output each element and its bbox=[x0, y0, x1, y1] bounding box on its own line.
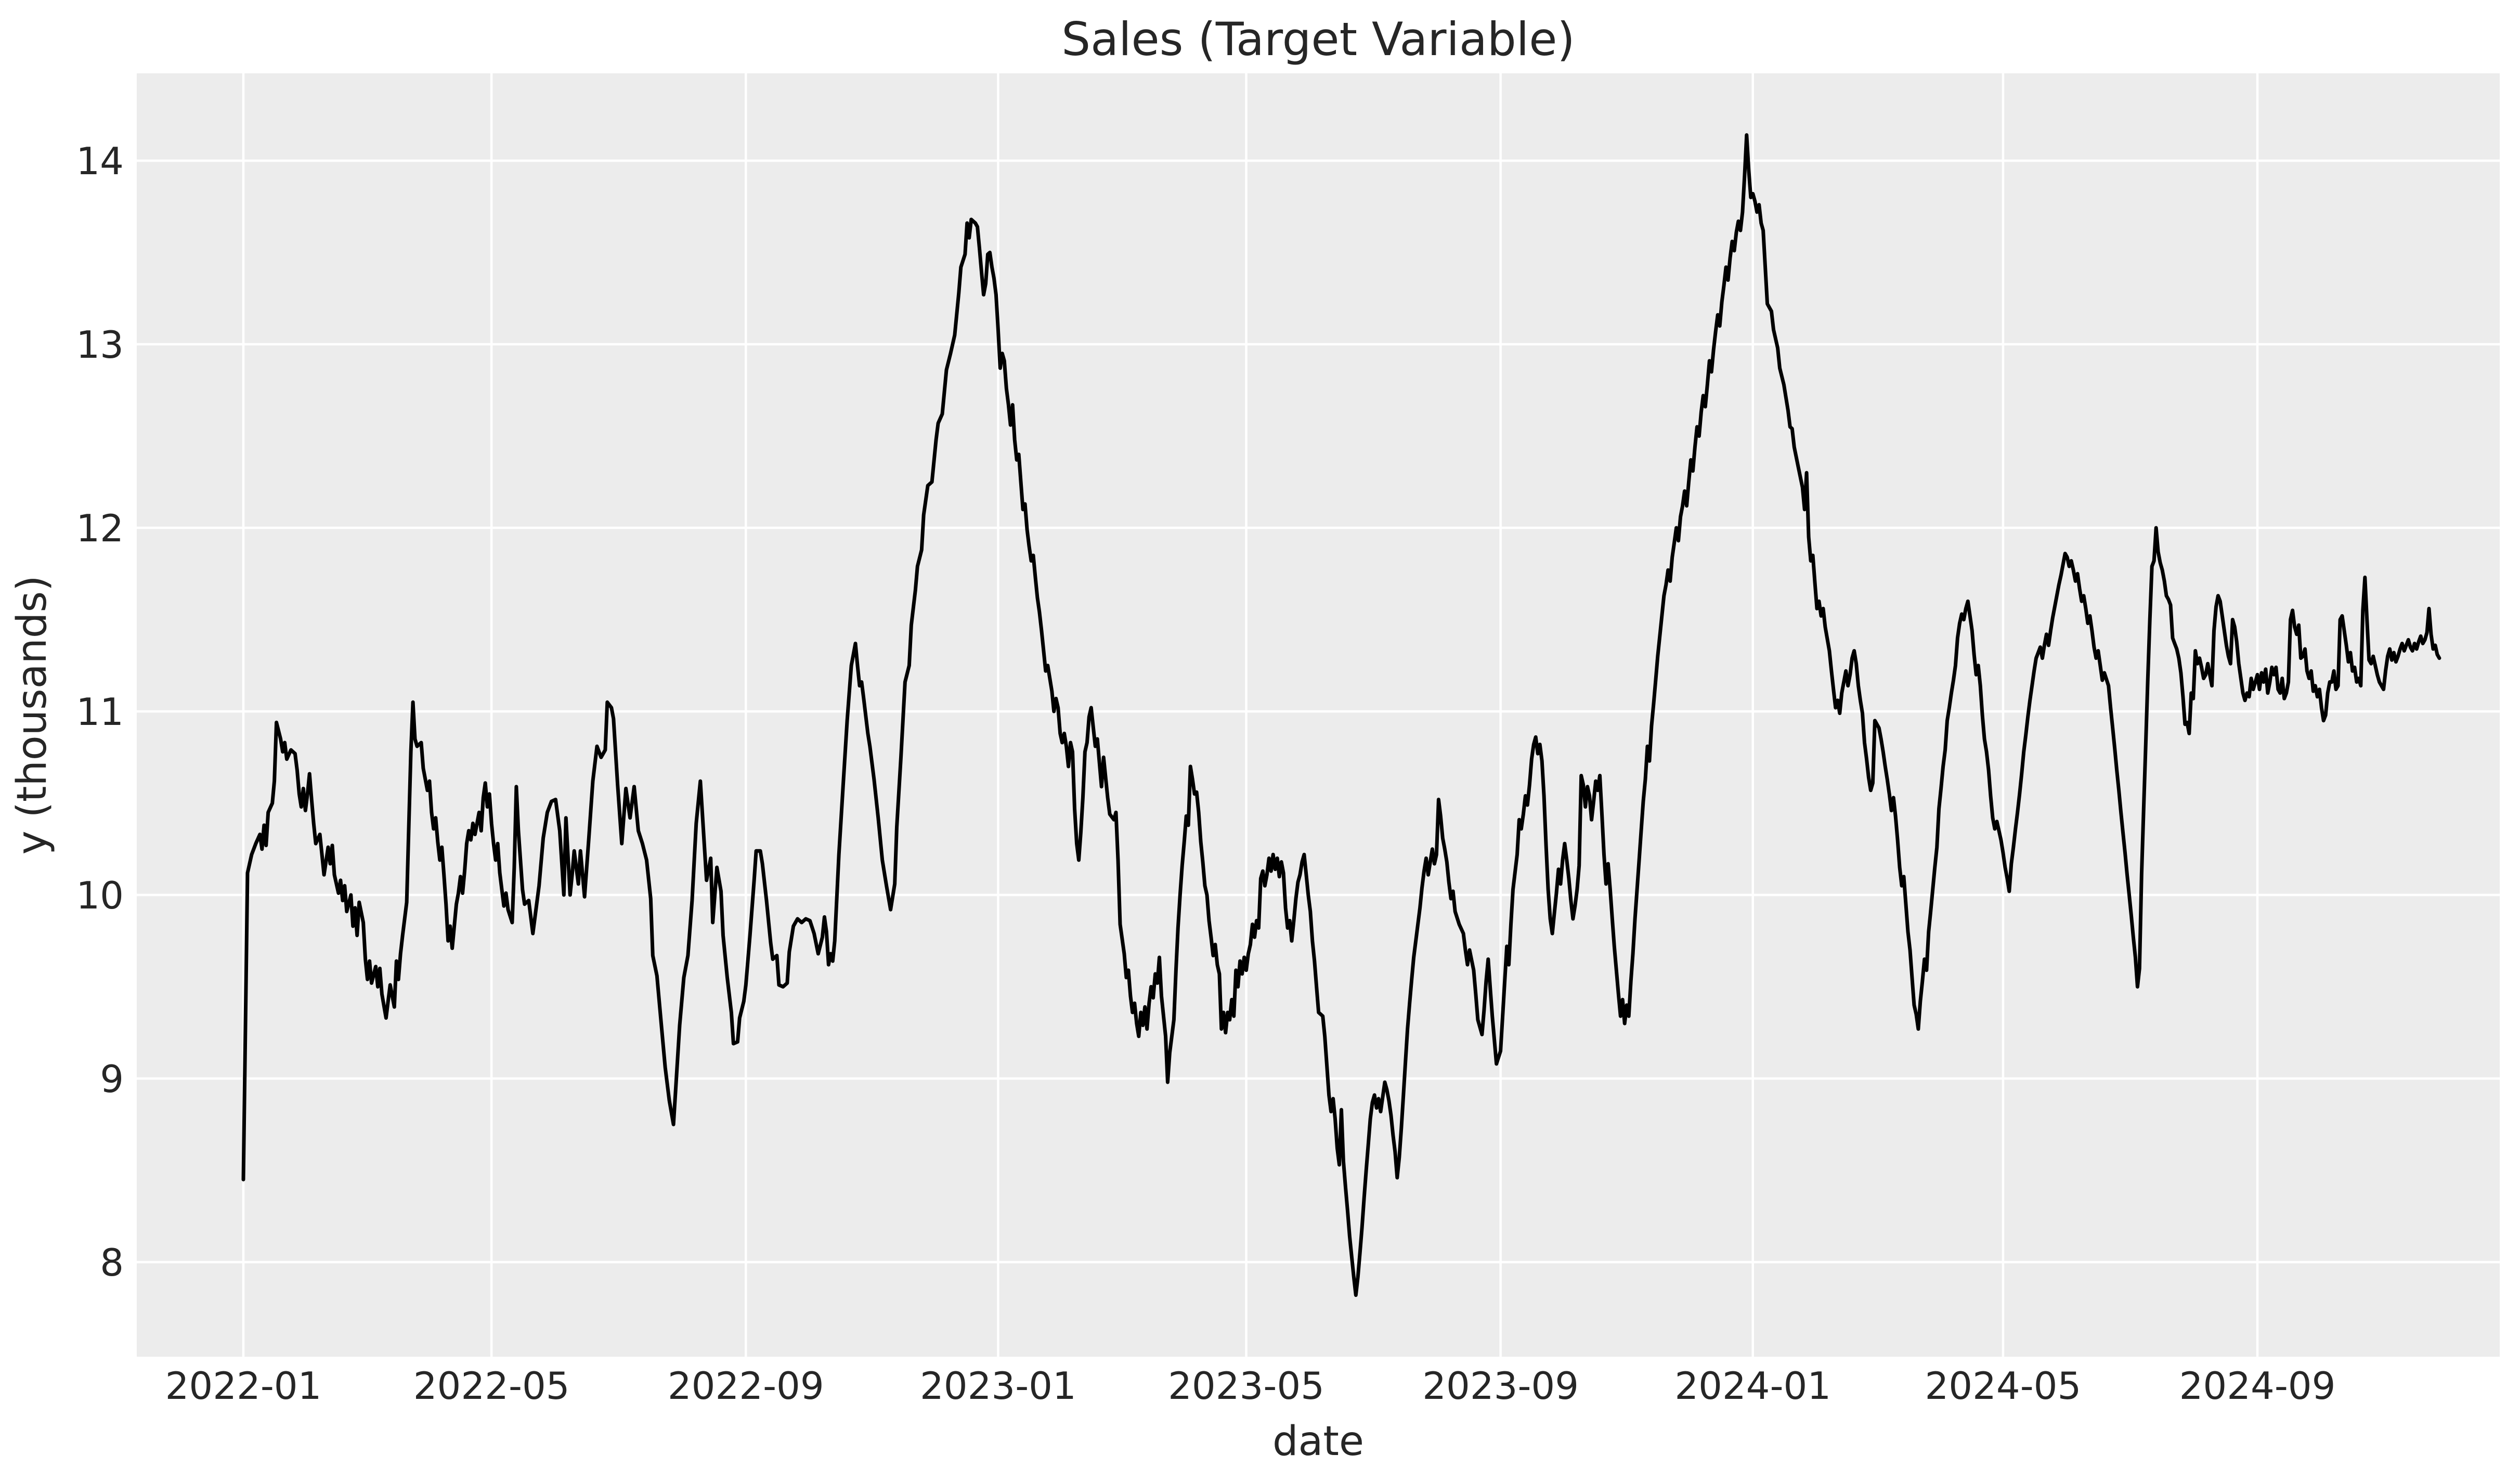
x-tick-label: 2022-09 bbox=[668, 1364, 824, 1408]
x-tick-label: 2023-09 bbox=[1422, 1364, 1579, 1408]
plot-area bbox=[137, 73, 2500, 1357]
y-axis-label: y (thousands) bbox=[9, 575, 56, 854]
x-tick-label: 2023-01 bbox=[920, 1364, 1076, 1408]
x-tick-label: 2024-01 bbox=[1674, 1364, 1831, 1408]
x-tick-label: 2022-01 bbox=[165, 1364, 322, 1408]
y-tick-label: 13 bbox=[76, 323, 124, 367]
x-tick-label: 2024-05 bbox=[1925, 1364, 2081, 1408]
x-tick-label: 2024-09 bbox=[2179, 1364, 2336, 1408]
gridlines bbox=[137, 73, 2500, 1357]
x-tick-labels: 2022-01 2022-05 2022-09 2023-01 2023-05 2023-… bbox=[165, 1364, 2336, 1408]
y-tick-label: 10 bbox=[76, 874, 124, 917]
x-axis-label: date bbox=[1272, 1418, 1364, 1465]
y-tick-label: 8 bbox=[100, 1241, 124, 1284]
x-tick-label: 2022-05 bbox=[413, 1364, 570, 1408]
y-tick-label: 11 bbox=[76, 690, 124, 734]
x-tick-label: 2023-05 bbox=[1168, 1364, 1324, 1408]
chart-title: Sales (Target Variable) bbox=[1061, 12, 1575, 66]
y-tick-label: 14 bbox=[76, 139, 124, 183]
y-tick-labels: 8 9 10 11 12 13 14 bbox=[76, 139, 124, 1284]
y-tick-label: 12 bbox=[76, 507, 124, 550]
y-tick-label: 9 bbox=[100, 1057, 124, 1101]
sales-line bbox=[241, 133, 2441, 1297]
